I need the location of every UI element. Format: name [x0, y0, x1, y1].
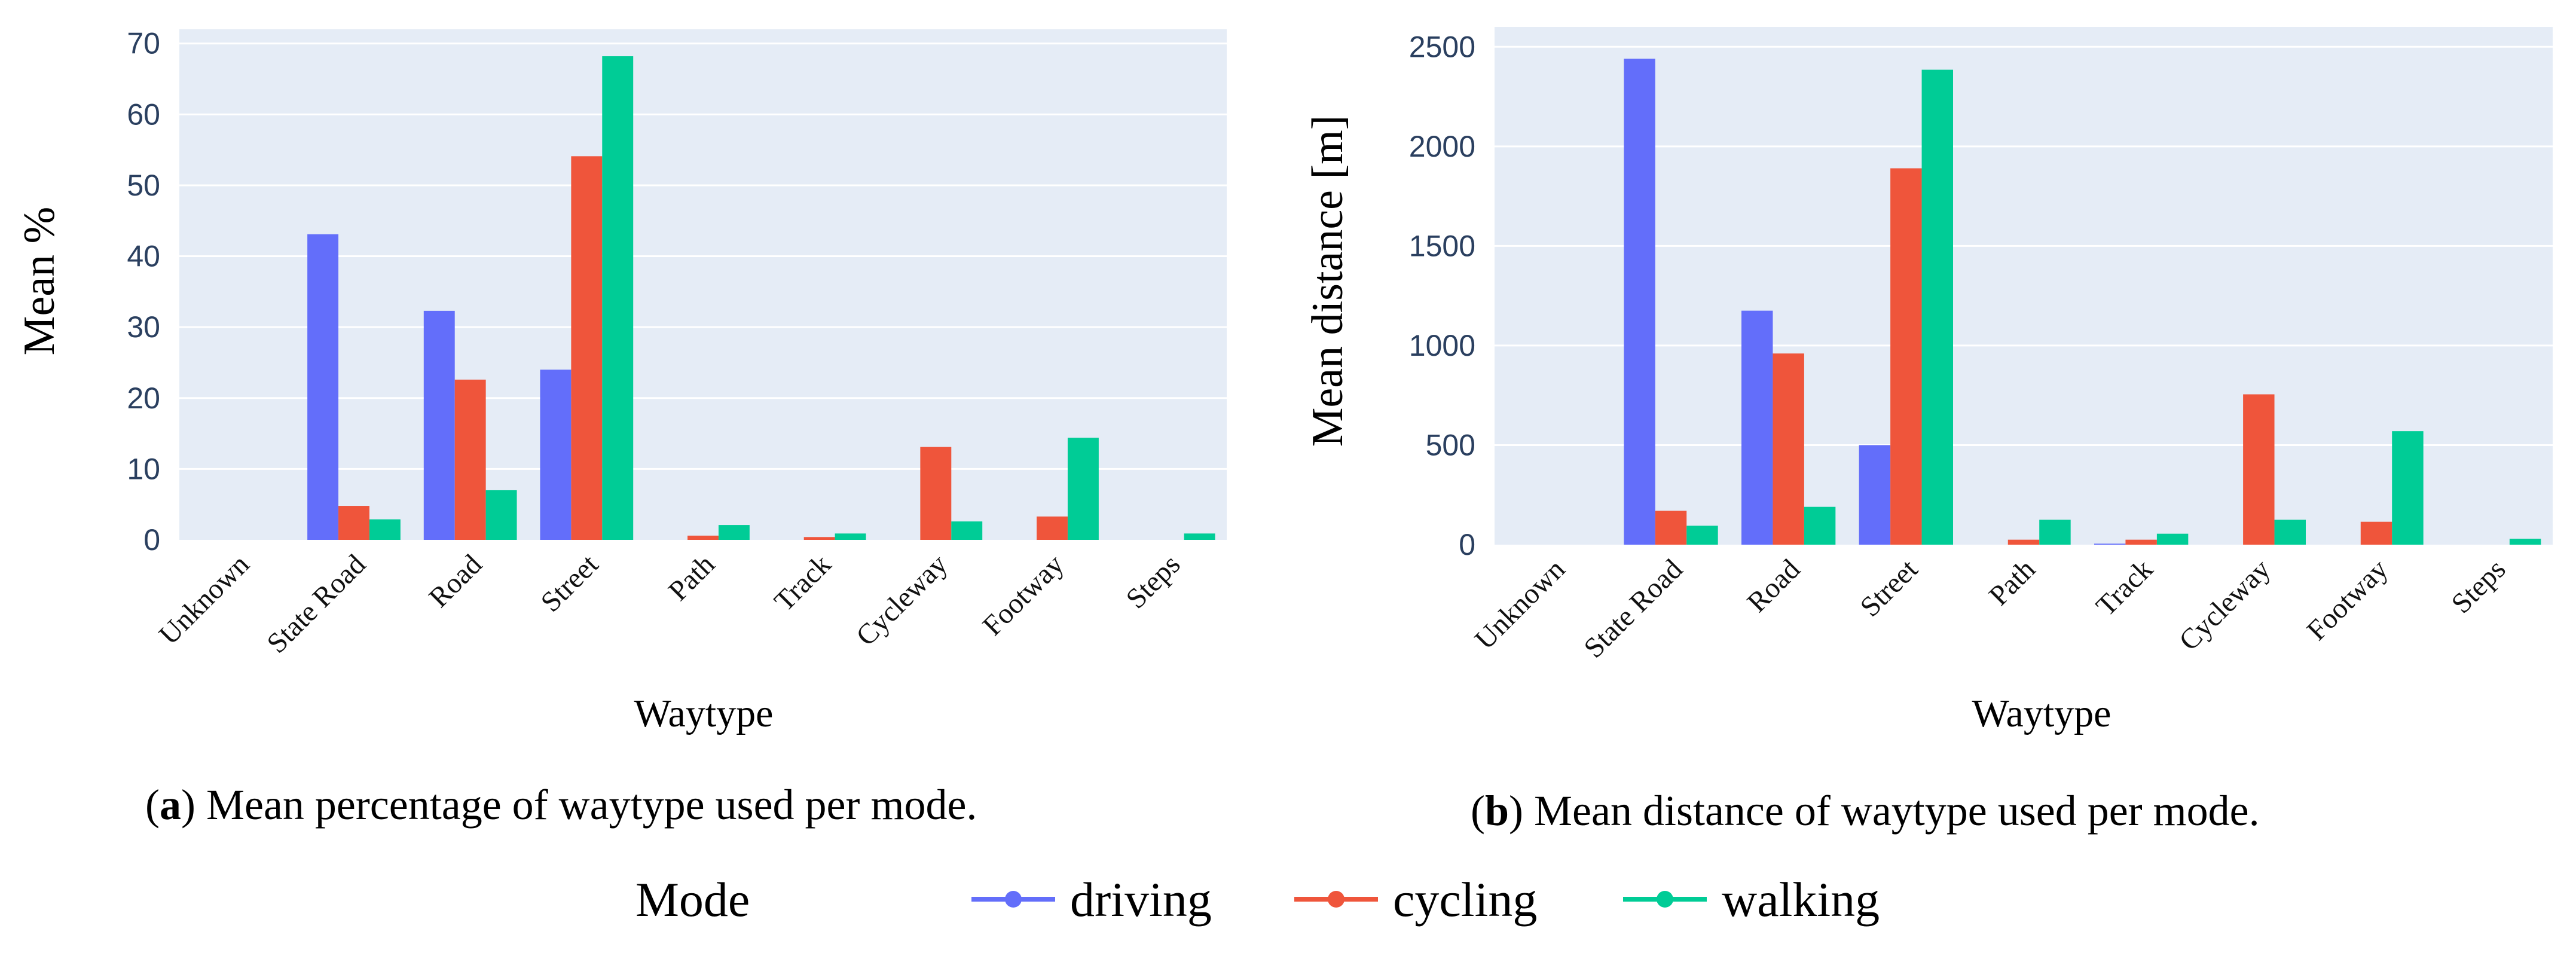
caption-b: (b) Mean distance of waytype used per mo… [1471, 787, 2260, 835]
bar-walking-6 [951, 521, 983, 540]
bar-cycling-5 [803, 537, 835, 540]
y-tick-label: 50 [127, 169, 160, 202]
bar-walking-7 [1067, 438, 1099, 540]
y-tick-label: 2000 [1409, 130, 1475, 163]
bar-cycling-1 [1655, 511, 1687, 545]
y-tick-label: 20 [127, 381, 160, 415]
legend-dot-cycling [1328, 891, 1344, 908]
caption-a: (a) Mean percentage of waytype used per … [145, 781, 977, 829]
bar-walking-3 [1921, 69, 1953, 545]
bar-cycling-2 [454, 379, 486, 540]
y-axis-label: Mean distance [m] [1303, 115, 1352, 447]
y-tick-label: 10 [127, 452, 160, 485]
x-tick-label: Track [2090, 553, 2159, 622]
plot-background [1495, 27, 2553, 545]
x-axis-label: Waytype [1972, 692, 2111, 735]
chart-b: 0 500 1000 1500 2000 2500 Unknown State Road Roa… [1303, 27, 2553, 735]
bar-cycling-6 [920, 447, 952, 540]
bar-walking-5 [2156, 533, 2189, 545]
y-tick-label: 500 [1426, 428, 1475, 462]
x-tick-label: Cycleway [2173, 553, 2276, 656]
bar-cycling-7 [1037, 516, 1068, 540]
y-tick-label: 0 [1459, 528, 1475, 561]
legend-label-driving: driving [1070, 872, 1212, 927]
bar-driving-5 [2094, 543, 2126, 545]
bar-cycling-1 [338, 506, 369, 540]
bar-driving-2 [423, 310, 455, 540]
legend-dot-walking [1657, 891, 1673, 908]
bar-cycling-2 [1773, 353, 1804, 545]
bar-walking-7 [2392, 431, 2424, 545]
y-tick-label: 70 [127, 27, 160, 60]
x-tick-label: Steps [2445, 553, 2511, 619]
bar-walking-5 [835, 533, 866, 540]
bar-cycling-3 [571, 156, 603, 540]
y-tick-label: 40 [127, 240, 160, 273]
bar-driving-1 [1624, 59, 1655, 545]
y-tick-label: 30 [127, 310, 160, 344]
bar-walking-3 [602, 56, 634, 540]
y-tick-label: 1500 [1409, 229, 1475, 262]
bar-driving-2 [1741, 310, 1773, 545]
bar-walking-8 [2509, 539, 2541, 545]
bar-walking-1 [369, 519, 401, 540]
bar-cycling-5 [2125, 539, 2157, 545]
bar-walking-2 [1804, 506, 1836, 545]
x-tick-label: Road [1741, 553, 1806, 618]
bar-walking-2 [485, 490, 517, 540]
bar-walking-6 [2274, 520, 2306, 545]
bar-cycling-7 [2360, 521, 2392, 545]
legend-label-walking: walking [1722, 872, 1880, 927]
y-tick-label: 1000 [1409, 329, 1475, 362]
legend-dot-driving [1005, 891, 1022, 908]
x-tick-label: Unknown [1469, 553, 1571, 655]
y-tick-label: 60 [127, 97, 160, 131]
bar-driving-3 [540, 369, 572, 540]
bar-cycling-3 [1890, 168, 1922, 545]
y-tick-label: 2500 [1409, 30, 1475, 63]
legend-title: Mode [635, 872, 750, 927]
bar-cycling-4 [2007, 539, 2040, 545]
x-axis-label: Waytype [634, 692, 774, 735]
legend: Mode driving cycling walking [0, 861, 2576, 945]
bar-driving-1 [307, 234, 339, 540]
y-axis-label: Mean % [15, 207, 64, 356]
legend-label-cycling: cycling [1393, 872, 1538, 927]
bar-cycling-4 [687, 535, 719, 540]
bar-walking-1 [1686, 526, 1718, 545]
bar-walking-4 [2039, 520, 2071, 545]
x-tick-label: Footway [2301, 553, 2394, 646]
x-tick-label: Path [1983, 553, 2042, 612]
x-tick-label: Street [1854, 553, 1924, 623]
bar-walking-8 [1184, 533, 1215, 540]
bar-driving-3 [1859, 445, 1891, 545]
bar-cycling-6 [2243, 394, 2275, 545]
bar-walking-4 [718, 525, 750, 540]
x-tick-label: State Road [1578, 553, 1688, 664]
y-tick-label: 0 [143, 523, 160, 557]
